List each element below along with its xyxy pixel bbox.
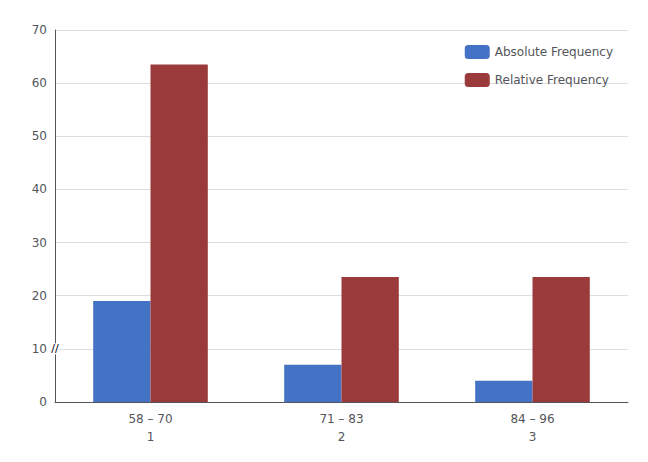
svg-text://: //: [51, 342, 59, 355]
svg-text:3: 3: [529, 430, 537, 444]
svg-text:10: 10: [32, 342, 47, 356]
svg-text:70: 70: [32, 23, 47, 37]
svg-text:58 – 70: 58 – 70: [128, 412, 172, 426]
svg-text:Absolute Frequency: Absolute Frequency: [495, 45, 613, 59]
svg-text:84 – 96: 84 – 96: [510, 412, 554, 426]
svg-text:1: 1: [147, 430, 155, 444]
svg-text:30: 30: [32, 236, 47, 250]
svg-text:50: 50: [32, 129, 47, 143]
svg-text:2: 2: [338, 430, 346, 444]
svg-text:60: 60: [32, 76, 47, 90]
svg-text:0: 0: [39, 395, 47, 409]
svg-text:20: 20: [32, 289, 47, 303]
svg-text:71 – 83: 71 – 83: [319, 412, 363, 426]
svg-text:40: 40: [32, 182, 47, 196]
svg-text:Relative Frequency: Relative Frequency: [495, 73, 609, 87]
